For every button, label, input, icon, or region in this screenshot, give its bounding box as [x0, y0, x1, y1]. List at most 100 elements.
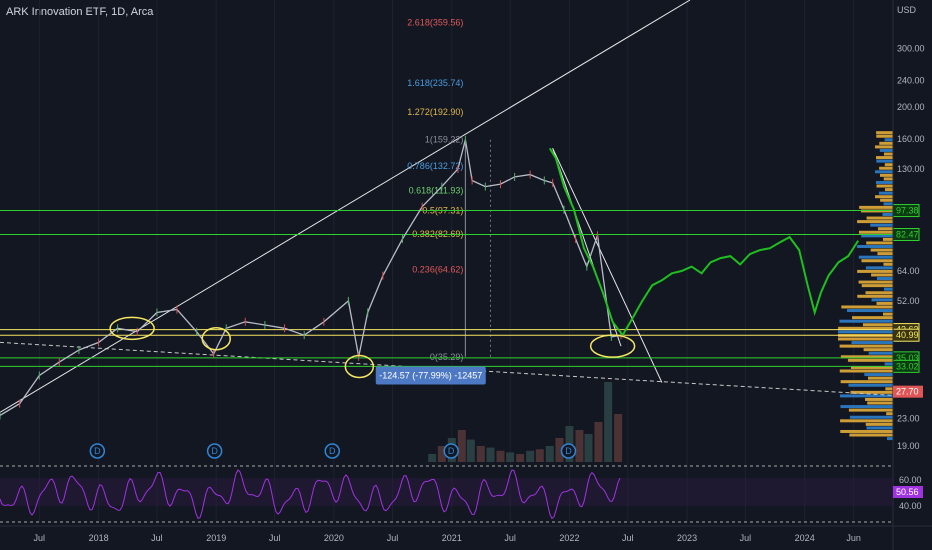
volume-profile-bar [859, 205, 893, 209]
volume-profile-bar [839, 319, 893, 323]
rsi-last-tag-bg [893, 486, 923, 498]
x-tick-label: Jul [504, 533, 516, 543]
volume-profile-bar [866, 426, 893, 430]
last-price-tag: 27.70 [896, 387, 919, 397]
volume-profile-bar [839, 394, 893, 398]
volume-profile-bar [883, 287, 893, 291]
volume-bar [584, 434, 593, 462]
dividend-label: D [211, 446, 218, 456]
dividend-marker[interactable] [89, 443, 106, 459]
last-price-tag-bg [893, 385, 923, 398]
volume-bar [486, 447, 495, 462]
volume-profile-bar [849, 415, 893, 419]
volume-profile-bar [862, 323, 893, 327]
volume-profile-bar [857, 220, 893, 224]
volume-profile-bar [850, 365, 893, 369]
volume-profile-bar [847, 309, 893, 313]
volume-profile-bar [848, 383, 893, 387]
volume-profile-bar [863, 348, 893, 352]
volume-profile-bar [858, 230, 893, 234]
volume-profile-bar [866, 216, 893, 220]
volume-profile-bar [879, 173, 893, 177]
volume-bar [526, 450, 535, 462]
fib-level-label-3: 1(159.22) [425, 135, 464, 145]
volume-bar [516, 454, 525, 462]
y-tick-label: 240.00 [897, 76, 925, 86]
volume-profile-bar [884, 362, 893, 366]
volume-profile-bar [876, 134, 893, 138]
dividend-marker[interactable] [324, 443, 341, 459]
volume-profile-bar [865, 291, 893, 295]
trend-line-upper [0, 0, 691, 413]
volume-profile-bar [864, 373, 893, 377]
volume-profile-bar [858, 280, 893, 284]
volume-profile-bar [867, 376, 893, 380]
volume-profile-bar [883, 177, 893, 181]
y-tick-label: 160.00 [897, 134, 925, 144]
volume-profile-bar [838, 330, 893, 334]
volume-profile-bar [838, 337, 893, 341]
volume-profile-bar [871, 273, 893, 277]
volume-bar [594, 422, 603, 462]
dividend-marker[interactable] [206, 443, 223, 459]
volume-profile-bar [841, 305, 893, 309]
volume-bar [604, 382, 613, 462]
x-tick-label: Jul [151, 533, 163, 543]
volume-profile-bar [861, 234, 893, 238]
fib-level-label-5: 0.618(111.93) [409, 185, 464, 195]
x-tick-label: 2018 [89, 533, 109, 543]
volume-profile-bar [879, 141, 893, 145]
volume-profile-bar [857, 269, 893, 273]
measure-box [375, 366, 486, 385]
volume-profile-bar [870, 248, 893, 252]
rsi-last-tag: 50.56 [896, 487, 919, 497]
volume-profile-bar [847, 358, 893, 362]
volume-profile-bar [882, 312, 893, 316]
volume-profile-bar [884, 188, 893, 192]
x-tick-label: Jul [387, 533, 399, 543]
support-tag-4: 35.03 [896, 353, 919, 363]
volume-profile-bar [840, 355, 893, 359]
volume-profile-bar [851, 341, 893, 345]
y-tick-label: 130.00 [897, 164, 925, 174]
volume-profile-bar [887, 437, 893, 441]
trend-line-lower [0, 341, 894, 396]
volume-profile-bar [883, 262, 893, 266]
volume-profile-bar [882, 212, 893, 216]
volume-bar [506, 452, 515, 462]
dividend-label: D [329, 446, 336, 456]
price-series-projection [548, 147, 860, 338]
dividend-marker[interactable] [560, 443, 577, 459]
volume-profile-bar [840, 380, 893, 384]
fib-level-label-2: 1.272(192.90) [407, 107, 463, 117]
measure-text: -124.57 (-77.99%) -12457 [379, 370, 482, 380]
support-tag-3: 40.99 [896, 330, 919, 340]
volume-profile-bar [840, 419, 893, 423]
volume-profile-bar [886, 412, 893, 416]
volume-profile-bar [857, 245, 893, 249]
dividend-marker[interactable] [443, 443, 459, 459]
volume-bar [457, 430, 466, 462]
fib-level-label-4: 0.786(132.72) [407, 161, 463, 171]
volume-profile-bar [882, 237, 893, 241]
y-tick-label: 200.00 [897, 102, 925, 112]
volume-profile-bar [857, 294, 893, 298]
volume-profile-bar [867, 401, 893, 405]
price-series-historical [0, 139, 622, 416]
rsi-tick-40: 40.00 [899, 501, 922, 511]
volume-profile-bar [883, 202, 893, 206]
x-tick-label: 2021 [442, 533, 462, 543]
volume-profile-bar [870, 223, 893, 227]
volume-profile-bar [880, 198, 893, 202]
volume-bar [555, 438, 564, 462]
fib-level-label-0: 2.618(359.56) [407, 17, 463, 27]
volume-profile-bar [839, 344, 893, 348]
fib-level-label-8: 0.236(64.62) [412, 265, 463, 275]
rsi-band-fill [0, 478, 893, 506]
volume-profile-bar [875, 145, 893, 149]
volume-profile-bar [852, 316, 893, 320]
volume-bar [614, 414, 623, 462]
volume-profile-bar [840, 429, 893, 433]
volume-profile-bar [861, 259, 893, 263]
